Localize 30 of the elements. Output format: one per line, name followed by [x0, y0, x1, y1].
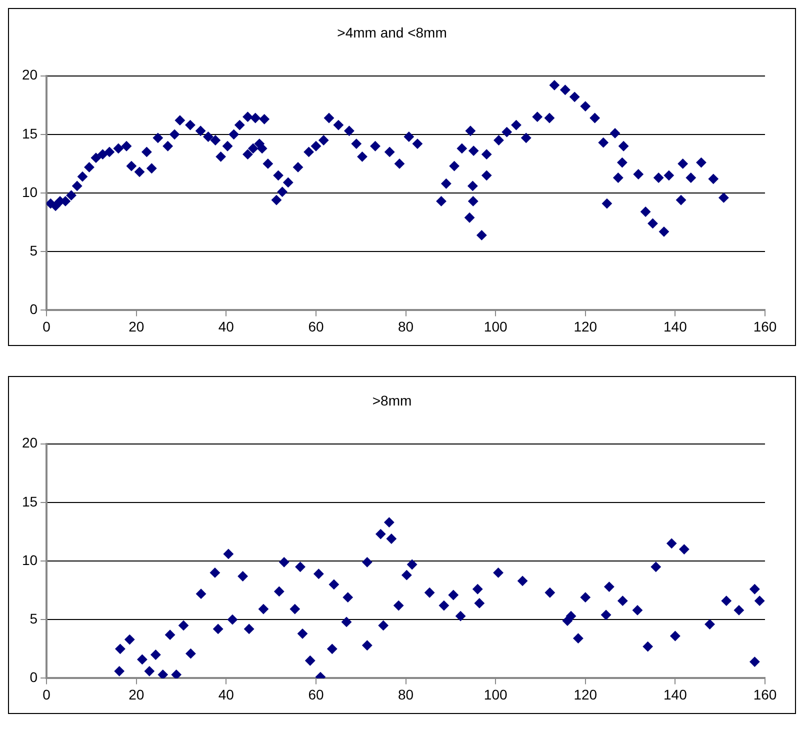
y-tick-label: 10: [22, 184, 38, 200]
y-tick-label: 5: [30, 242, 38, 258]
y-tick-label: 0: [30, 669, 38, 686]
x-tick-label: 160: [753, 318, 777, 334]
y-tick-label: 15: [22, 493, 38, 510]
x-tick-label: 60: [308, 686, 324, 702]
x-tick-label: 140: [664, 318, 688, 334]
x-tick-label: 0: [42, 686, 51, 702]
x-tick-label: 20: [128, 686, 144, 702]
x-tick-label: 20: [128, 318, 144, 334]
y-tick-label: 15: [22, 125, 38, 142]
x-tick-label: 160: [753, 686, 777, 702]
y-tick-label: 20: [22, 434, 38, 451]
x-tick-label: 100: [484, 318, 508, 334]
x-tick-label: 120: [574, 318, 598, 334]
y-tick-label: 10: [22, 552, 38, 568]
x-tick-label: 80: [398, 318, 414, 334]
x-tick-label: 40: [218, 686, 234, 702]
y-tick-label: 5: [30, 610, 38, 626]
x-tick-label: 40: [218, 318, 234, 334]
x-tick-label: 140: [664, 686, 688, 702]
chart-title: >4mm and <8mm: [337, 24, 447, 40]
x-tick-label: 0: [42, 318, 51, 334]
y-tick-label: 20: [22, 66, 38, 83]
x-tick-label: 60: [308, 318, 324, 334]
chart-title: >8mm: [372, 392, 412, 408]
x-tick-label: 120: [574, 686, 598, 702]
x-tick-label: 100: [484, 686, 508, 702]
x-tick-label: 80: [398, 686, 414, 702]
y-tick-label: 0: [30, 301, 38, 318]
